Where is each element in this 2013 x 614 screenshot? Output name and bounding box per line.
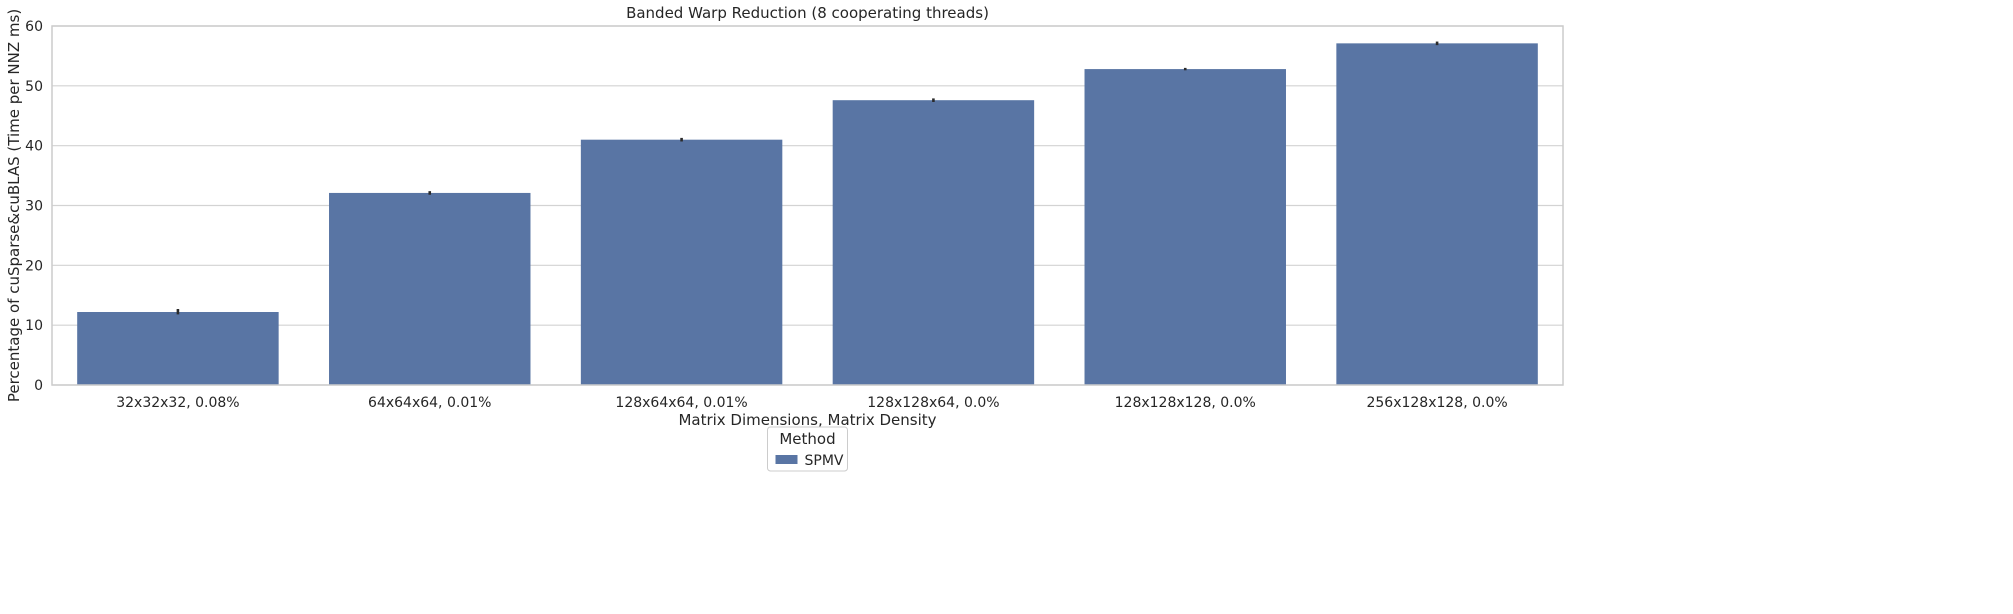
- x-tick-labels: 32x32x32, 0.08% 64x64x64, 0.01% 128x64x64,…: [116, 395, 1507, 411]
- y-tick-label: 40: [25, 139, 43, 155]
- bar-5: [1336, 43, 1538, 386]
- x-tick-label: 32x32x32, 0.08%: [116, 395, 239, 411]
- x-tick-label: 256x128x128, 0.0%: [1366, 395, 1507, 411]
- y-tick-label: 50: [25, 79, 43, 95]
- y-tick-label: 0: [34, 378, 43, 394]
- bar-1: [329, 192, 531, 385]
- bar-0: [77, 312, 279, 385]
- chart-title: Banded Warp Reduction (8 cooperating thr…: [626, 4, 989, 22]
- bars: [77, 43, 1538, 386]
- legend-label-spmv: SPMV: [805, 453, 844, 469]
- x-tick-label: 128x128x128, 0.0%: [1115, 395, 1256, 411]
- x-axis-label: Matrix Dimensions, Matrix Density: [678, 411, 936, 429]
- x-tick-label: 64x64x64, 0.01%: [368, 395, 491, 411]
- y-tick-labels: 0 10 20 30 40 50 60: [25, 19, 43, 394]
- y-axis-label: Percentage of cuSparse&cuBLAS (Time per …: [5, 9, 23, 402]
- legend-title: Method: [779, 430, 835, 448]
- bar-3: [832, 100, 1035, 386]
- y-tick-label: 30: [25, 199, 43, 215]
- legend: Method SPMV: [767, 426, 848, 472]
- y-tick-label: 10: [25, 318, 43, 334]
- plot-frame: [51, 25, 1564, 386]
- x-tick-label: 128x128x64, 0.0%: [867, 395, 999, 411]
- bar-2: [580, 139, 783, 385]
- error-bars: [176, 41, 1439, 315]
- y-tick-label: 60: [25, 19, 43, 35]
- y-tick-label: 20: [25, 258, 43, 274]
- bar-4: [1084, 69, 1286, 385]
- legend-swatch-spmv: [775, 455, 798, 464]
- x-tick-label: 128x64x64, 0.01%: [615, 395, 747, 411]
